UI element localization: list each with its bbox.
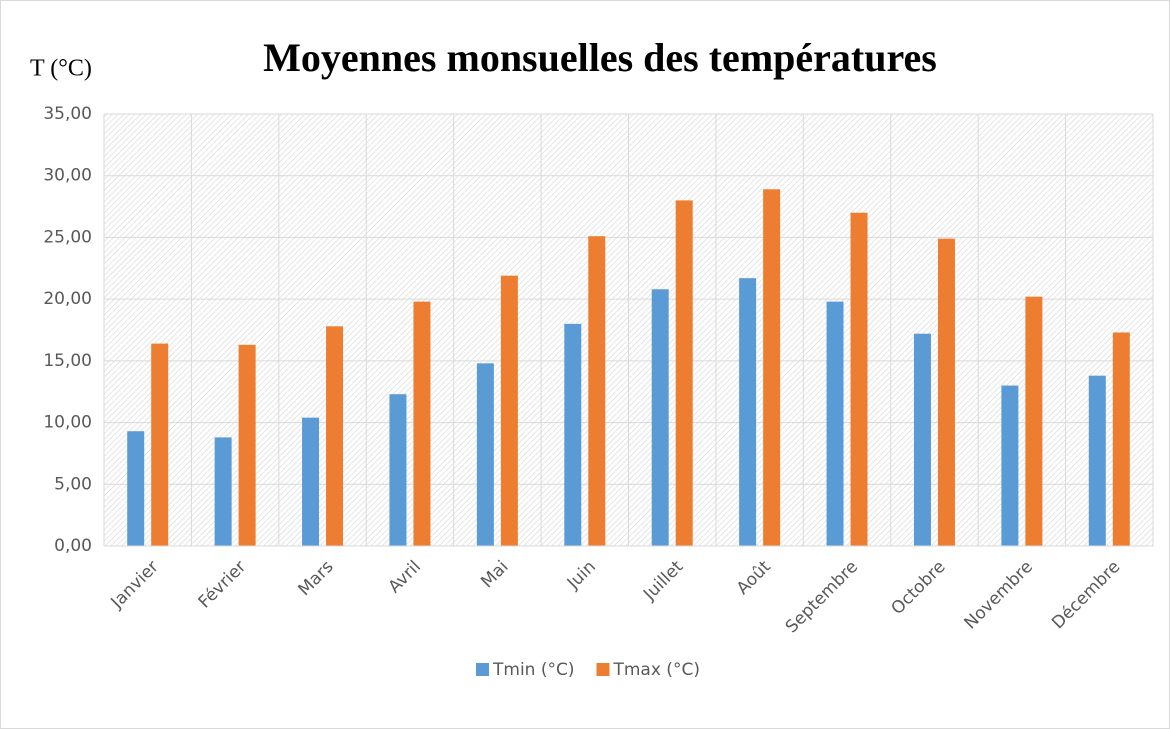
- y-tick-label: 10,00: [43, 413, 92, 433]
- bar: [763, 189, 781, 546]
- bar: [127, 431, 145, 546]
- bar: [238, 344, 256, 546]
- legend-label: Tmin (°C): [492, 660, 574, 680]
- chart-title: Moyennes monsuelles des températures: [263, 35, 937, 80]
- bar: [151, 343, 169, 546]
- bar: [564, 323, 582, 546]
- bar: [651, 289, 669, 546]
- y-tick-label: 20,00: [43, 289, 92, 309]
- bar: [675, 200, 693, 546]
- bar: [476, 363, 494, 546]
- bar: [413, 301, 431, 546]
- bar: [500, 275, 518, 546]
- legend-swatch: [596, 663, 610, 676]
- legend-label: Tmax (°C): [612, 660, 699, 680]
- bar: [1025, 296, 1043, 546]
- legend-swatch: [476, 663, 489, 676]
- bar: [326, 326, 344, 546]
- bar: [302, 417, 320, 546]
- bar: [1088, 375, 1106, 546]
- y-tick-label: 30,00: [43, 166, 92, 186]
- y-tick-label: 25,00: [43, 227, 92, 247]
- bar: [850, 212, 868, 546]
- bar: [588, 236, 606, 547]
- y-tick-label: 15,00: [43, 351, 92, 371]
- bar: [826, 301, 844, 546]
- bar: [913, 333, 931, 546]
- bar: [1001, 385, 1019, 546]
- bar: [1112, 332, 1130, 546]
- y-axis-label: T (°C): [30, 56, 92, 82]
- bar: [389, 394, 407, 546]
- y-tick-label: 35,00: [43, 104, 92, 124]
- y-tick-label: 0,00: [54, 536, 92, 556]
- bar: [937, 238, 955, 547]
- bar: [739, 278, 757, 546]
- y-tick-label: 5,00: [54, 474, 92, 494]
- bar: [214, 437, 232, 546]
